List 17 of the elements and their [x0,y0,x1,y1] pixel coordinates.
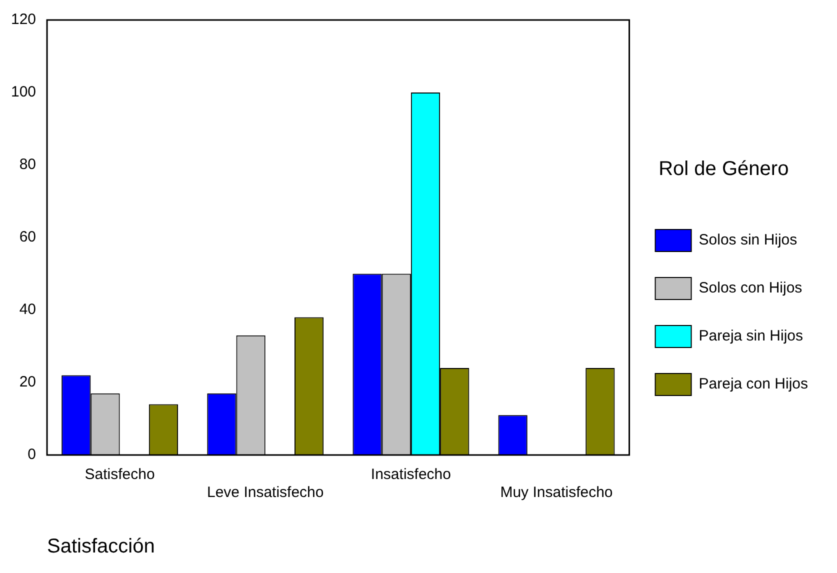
x-tick-label: Satisfecho [84,466,155,484]
legend-label: Pareja con Hijos [698,376,808,393]
x-tick-label: Leve Insatisfecho [206,484,324,502]
y-tick-label: 100 [10,84,36,101]
y-tick-label: 40 [19,301,36,318]
y-tick-label: 80 [19,156,36,174]
legend-label: Solos sin Hijos [698,232,798,249]
legend-title: Rol de Género [658,158,789,180]
y-tick-label: 0 [28,446,36,464]
y-tick-label: 60 [19,228,36,246]
x-tick-label: Insatisfecho [370,466,451,484]
legend-label: Solos con Hijos [698,280,802,297]
x-axis-title: Satisfacción [47,536,155,558]
y-tick-label: 120 [10,11,36,28]
legend-label: Pareja sin Hijos [698,328,803,345]
y-tick-label: 20 [19,374,36,391]
x-tick-label: Muy Insatisfecho [500,484,613,502]
